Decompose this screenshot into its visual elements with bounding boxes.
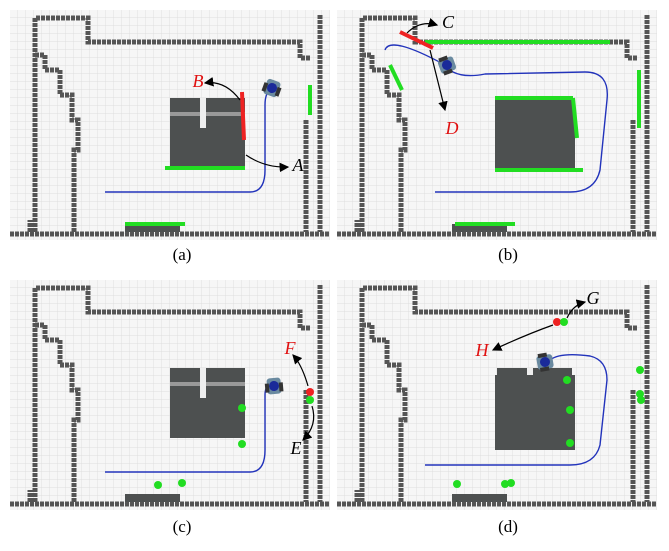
panel-label: (c) [173,517,192,536]
annotation: G [587,288,600,308]
annotation: H [475,340,490,360]
annotation: F [284,338,297,358]
panel-label: (a) [173,245,192,264]
panel-c: F E [10,280,330,510]
panel-label: (d) [498,517,518,536]
page: {"panels": [ {"label": "(a)", "annotatio… [0,0,669,546]
panel-b: C D [337,10,657,240]
annotation: C [442,12,455,32]
panel-label: (b) [498,245,518,264]
annotation: A [292,155,305,175]
annotation: D [445,118,459,138]
panel-d: G H [337,280,657,510]
panel-a: B A [10,10,330,240]
annotation: E [290,438,302,458]
annotation: B [193,71,204,91]
figure: B A (a) C D (b) F E (c) [0,0,669,546]
